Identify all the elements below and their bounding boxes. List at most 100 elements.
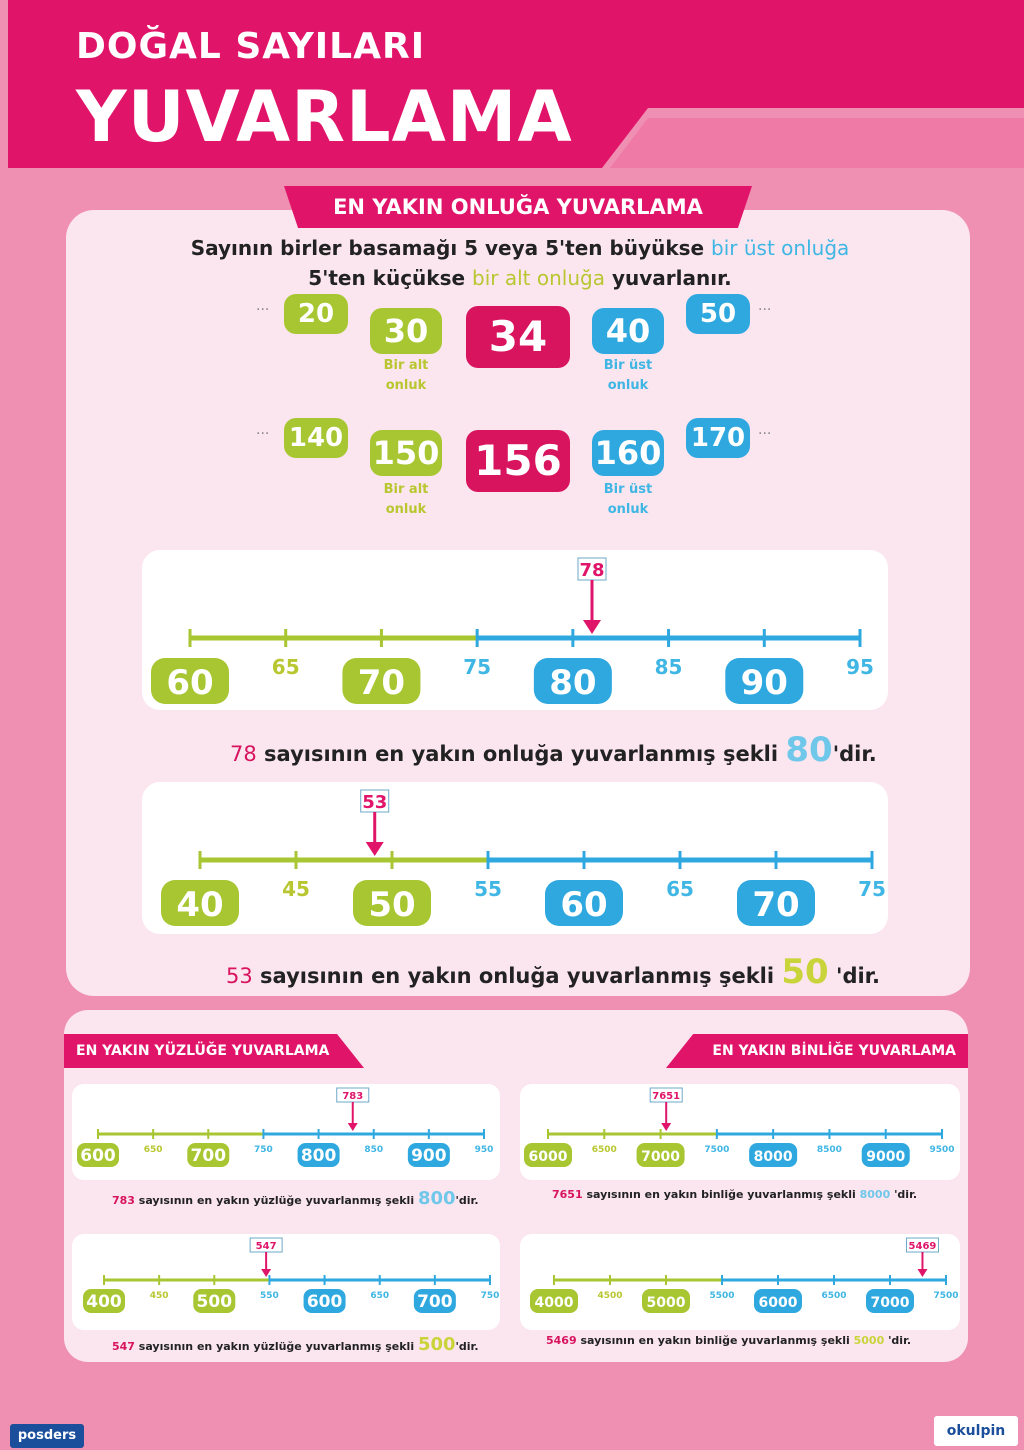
tick-label: 75: [463, 655, 491, 679]
sentence-end: 'dir.: [455, 1194, 479, 1207]
rule-lower-hint: bir alt onluğa: [472, 266, 605, 290]
tick-label: 4000: [535, 1295, 574, 1311]
tick-label: 90: [741, 663, 788, 703]
rounded-value-box: [861, 1143, 910, 1167]
rounded-value-box: [151, 658, 229, 704]
tick-label: 6000: [529, 1149, 568, 1165]
tick-label: 60: [166, 663, 213, 703]
rounded-value-box: [83, 1289, 125, 1313]
tick-label: 850: [364, 1145, 383, 1155]
okulpin-logo: okulpin: [934, 1416, 1018, 1446]
marker-value: 783: [342, 1091, 363, 1102]
example-number: 156: [466, 430, 570, 492]
tick-label: 600: [80, 1146, 116, 1166]
ellipsis-left: ...: [256, 298, 270, 314]
tick-label: 8500: [817, 1145, 842, 1155]
tick-label: 70: [752, 885, 799, 925]
tick-label: 6500: [821, 1291, 846, 1301]
tick-label: 95: [846, 655, 874, 679]
sentence-end: 'dir.: [890, 1188, 918, 1201]
sentence-result: 800: [417, 1188, 456, 1209]
lower-label-line2: onluk: [385, 502, 427, 517]
sentence-number: 783: [112, 1194, 135, 1207]
number-line: 6000 6500 7000 7500 8000 8500 9000 9500 7651: [524, 1087, 955, 1167]
number-line-card: 4000 4500 5000 5500 6000 6500 7000 7500 5469: [520, 1234, 960, 1330]
rounded-value-box: [642, 1289, 690, 1313]
rule-text-b: 5'ten küçükse: [308, 266, 473, 290]
header-banner: [8, 0, 1024, 168]
tick-label: 8000: [754, 1149, 793, 1165]
rounded-value-box: [737, 880, 815, 926]
rule-line-2: 5'ten küçükse bir alt onluğa yuvarlanır.: [100, 266, 940, 290]
rule-text-a: Sayının birler basamağı 5 veya 5'ten büy…: [190, 236, 712, 260]
rounded-value-box: [303, 1289, 346, 1313]
rounded-value-box: [161, 880, 239, 926]
number-line: 4000 4500 5000 5500 6000 6500 7000 7500 5469: [530, 1237, 959, 1313]
rounded-value-box: [533, 658, 612, 704]
rounded-value-box: [77, 1143, 119, 1167]
sentence-text: sayısının en yakın binliğe yuvarlanmış ş…: [576, 1334, 854, 1347]
rounded-value-box: [725, 658, 804, 704]
page-title: YUVARLAMA: [76, 76, 573, 158]
sentence-number: 7651: [552, 1188, 583, 1201]
sentence-end: 'dir.: [828, 964, 881, 988]
marker-arrow-head: [365, 842, 384, 856]
lower-ten-label: Bir alt onluk: [366, 356, 446, 396]
lower-label-line2: onluk: [385, 378, 427, 393]
sentence-number: 53: [226, 964, 253, 988]
sentence-number: 5469: [546, 1334, 577, 1347]
tick-label: 75: [858, 877, 886, 901]
far-lower-ten: 140: [284, 418, 348, 458]
number-line: 40 45 50 55 60 65 70 75 53: [161, 789, 886, 926]
marker-value: 53: [362, 792, 387, 813]
tick-label: 4500: [597, 1291, 622, 1301]
rounded-value-box: [524, 1143, 572, 1167]
number-line: 600 650 700 750 800 850 900 950 783: [77, 1087, 494, 1167]
tick-label: 550: [260, 1291, 279, 1301]
upper-label-line1: Bir üst: [603, 482, 653, 497]
rounded-value-box: [407, 1143, 450, 1167]
number-line-card: 40 45 50 55 60 65 70 75 53: [142, 782, 888, 934]
tick-label: 950: [475, 1145, 494, 1155]
marker-value: 547: [256, 1241, 277, 1252]
result-sentence: 78 sayısının en yakın onluğa yuvarlanmış…: [230, 730, 877, 770]
hundreds-ribbon: EN YAKIN YÜZLÜĞE YUVARLAMA: [64, 1034, 364, 1068]
marker-arrow-head: [661, 1123, 672, 1131]
sentence-text: sayısının en yakın onluğa yuvarlanmış şe…: [252, 964, 782, 988]
tick-label: 60: [560, 885, 607, 925]
posders-logo: posders: [10, 1424, 84, 1448]
upper-label-line2: onluk: [607, 502, 649, 517]
result-sentence: 53 sayısının en yakın onluğa yuvarlanmış…: [226, 952, 880, 992]
tick-label: 55: [474, 877, 502, 901]
rounded-value-box: [187, 1143, 230, 1167]
marker-value: 78: [579, 560, 604, 581]
rule-upper-hint: bir üst onluğa: [711, 236, 850, 260]
header-shape: [8, 0, 1024, 168]
sentence-result: 5000: [853, 1334, 885, 1347]
tick-label: 50: [368, 885, 415, 925]
tick-label: 900: [411, 1146, 447, 1166]
tick-label: 6000: [759, 1295, 798, 1311]
tick-label: 65: [272, 655, 300, 679]
number-line: 400 450 500 550 600 650 700 750 547: [83, 1237, 499, 1313]
tick-label: 650: [144, 1145, 163, 1155]
lower-ten: 30: [370, 308, 442, 354]
upper-ten-label: Bir üst onluk: [588, 480, 668, 520]
result-sentence: 5469 sayısının en yakın binliğe yuvarlan…: [546, 1334, 911, 1347]
marker-arrow-head: [347, 1123, 358, 1131]
tick-label: 80: [549, 663, 596, 703]
far-upper-ten: 170: [686, 418, 750, 458]
number-line-card: 400 450 500 550 600 650 700 750 547: [72, 1234, 500, 1330]
marker-arrow-head: [917, 1269, 928, 1277]
rule-line-1: Sayının birler basamağı 5 veya 5'ten büy…: [100, 236, 940, 260]
tick-label: 45: [282, 877, 310, 901]
posders-logo-text: posders: [17, 1428, 77, 1443]
tick-label: 5500: [709, 1291, 734, 1301]
thousands-ribbon: EN YAKIN BİNLİĞE YUVARLAMA: [666, 1034, 968, 1068]
tick-label: 750: [254, 1145, 273, 1155]
tick-label: 85: [655, 655, 683, 679]
result-sentence: 783 sayısının en yakın yüzlüğe yuvarlanm…: [112, 1188, 479, 1209]
sentence-number: 547: [112, 1340, 135, 1353]
page-subtitle: DOĞAL SAYILARI: [76, 26, 426, 67]
marker-value: 5469: [909, 1241, 937, 1252]
